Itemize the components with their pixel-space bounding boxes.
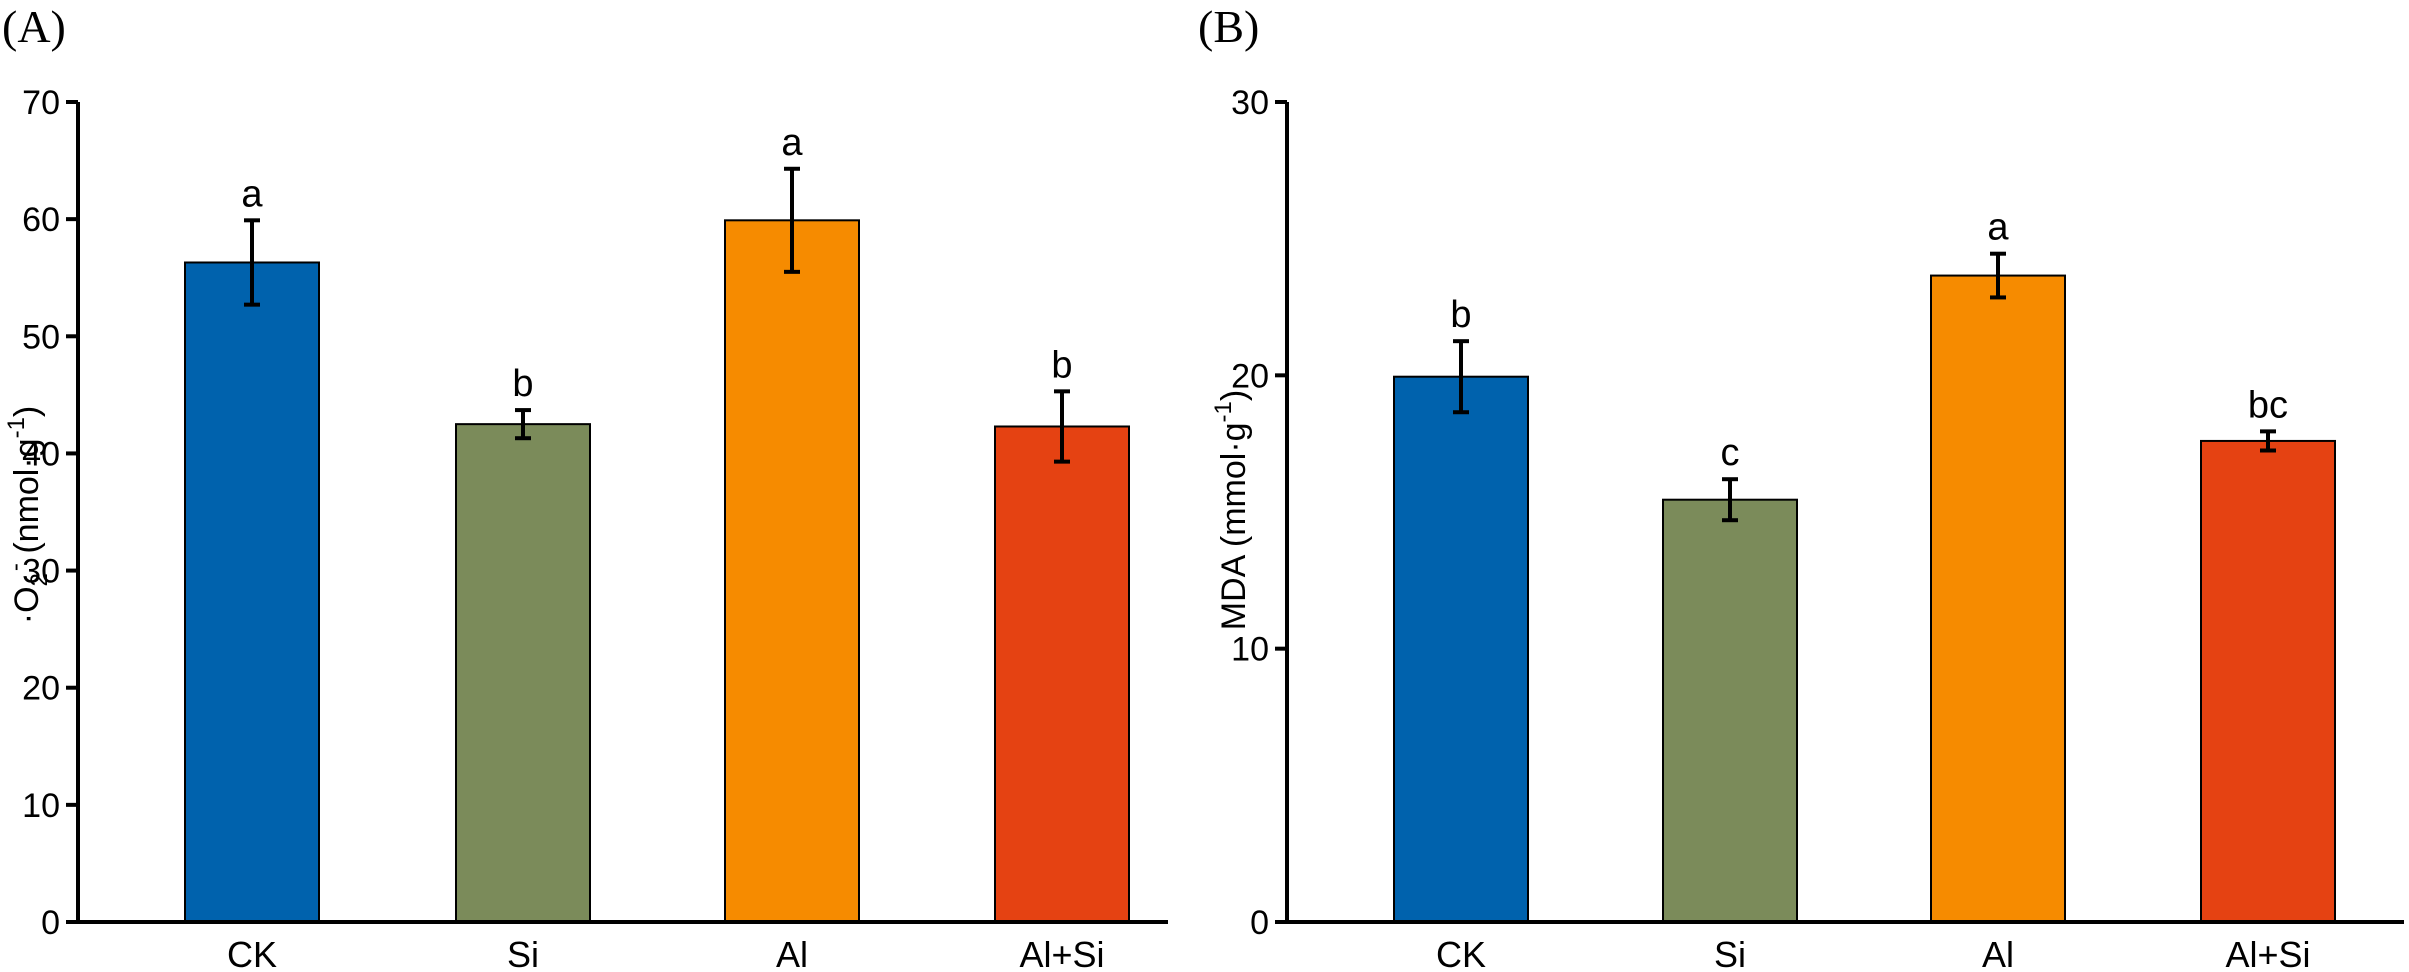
- panel-b-category-label: Al: [1982, 934, 2014, 972]
- panel-a-error-bar: [515, 408, 531, 441]
- panel-a-y-title-unit-sup: -1: [3, 417, 30, 438]
- panel-b-y-tick-label: 30: [1231, 84, 1269, 122]
- panel-b-significance-label: c: [1721, 432, 1740, 474]
- panel-b-y-ticks: 0 10 20 30: [1231, 84, 1287, 942]
- panel-b-error-bar: [1990, 251, 2006, 300]
- panel-b-label: (B): [1198, 1, 1259, 52]
- panel-a-label: (A): [2, 1, 66, 52]
- panel-b-significance-label: a: [1987, 207, 2009, 249]
- panel-b-category-label: CK: [1436, 934, 1486, 972]
- panel-a-y-tick-label: 0: [41, 904, 60, 942]
- panel-a-y-axis-title: ·O2 - (nmol·g-1): [2, 406, 53, 625]
- panel-a-y-tick-label: 20: [22, 670, 60, 708]
- panel-a-significance-labels: a b a b: [241, 122, 1072, 405]
- panel-a-significance-label: b: [512, 363, 533, 405]
- panel-b-error-bar: [1722, 477, 1738, 523]
- panel-a-y-title-sup: -: [2, 563, 29, 571]
- panel-b-category-label: Si: [1714, 934, 1746, 972]
- panel-a: (A) ·O2 - (nmol·g-1) 0 10 20 30 40 50 60 70 a b a b…: [2, 1, 1168, 972]
- panel-a-category-label: Al+Si: [1019, 934, 1104, 972]
- panel-b-error-bar: [1453, 339, 1469, 415]
- panel-b-y-title-prefix: MDA (mmol·g: [1215, 422, 1253, 630]
- panel-a-category-label: Al: [776, 934, 808, 972]
- panel-a-bars: [184, 219, 1130, 924]
- panel-a-error-bar: [1054, 389, 1070, 464]
- panel-b-significance-label: bc: [2248, 384, 2288, 426]
- panel-a-category-label: Si: [507, 934, 539, 972]
- panel-a-bar-al: [724, 219, 860, 924]
- panel-a-y-tick-label: 50: [22, 318, 60, 356]
- panel-a-bar-ck: [184, 261, 320, 923]
- panel-b-y-tick-label: 20: [1231, 357, 1269, 395]
- panel-a-category-labels: CK Si Al Al+Si: [227, 934, 1105, 972]
- panel-a-significance-label: a: [241, 173, 263, 215]
- panel-a-y-title-close: ): [8, 406, 46, 417]
- panel-a-error-bars: [244, 166, 1070, 464]
- panel-a-error-bar: [784, 166, 800, 274]
- panel-a-y-title-unit: (nmol·g: [8, 438, 46, 563]
- panel-b-category-labels: CK Si Al Al+Si: [1436, 934, 2311, 972]
- panel-b-error-bars: [1453, 251, 2276, 523]
- panel-b-bar-ck: [1393, 375, 1529, 923]
- panel-b-y-tick-label: 0: [1250, 904, 1269, 942]
- panel-a-y-title-prefix: ·O: [8, 586, 46, 624]
- panel-a-significance-label: a: [781, 122, 803, 164]
- panel-a-bar-al-plus-si: [994, 425, 1130, 923]
- panel-a-bar-si: [455, 423, 591, 923]
- panel-a-significance-label: b: [1051, 344, 1072, 386]
- panel-b-bar-al: [1930, 274, 2066, 924]
- panel-a-y-tick-label: 30: [22, 553, 60, 591]
- panel-b-y-title-sup: -1: [1210, 401, 1237, 422]
- panel-b-bar-si: [1662, 498, 1798, 923]
- panel-b-bar-al-plus-si: [2200, 439, 2336, 923]
- panel-b-y-title-close: ): [1215, 390, 1253, 401]
- panel-b-error-bar: [2260, 429, 2276, 453]
- panel-a-y-ticks: 0 10 20 30 40 50 60 70: [22, 84, 78, 942]
- panel-a-y-title-sub: 2: [26, 573, 53, 586]
- panel-a-y-tick-label: 40: [22, 435, 60, 473]
- panel-b-y-axis-title: MDA (mmol·g-1): [1210, 390, 1253, 630]
- panel-b-significance-label: b: [1450, 294, 1471, 336]
- panel-b-y-tick-label: 10: [1231, 631, 1269, 669]
- panel-a-category-label: CK: [227, 934, 277, 972]
- panel-a-error-bar: [244, 218, 260, 307]
- panel-a-y-tick-label: 70: [22, 84, 60, 122]
- panel-b-category-label: Al+Si: [2225, 934, 2310, 972]
- panel-b-bars: [1393, 274, 2336, 924]
- panel-a-y-tick-label: 10: [22, 787, 60, 825]
- panel-a-y-tick-label: 60: [22, 201, 60, 239]
